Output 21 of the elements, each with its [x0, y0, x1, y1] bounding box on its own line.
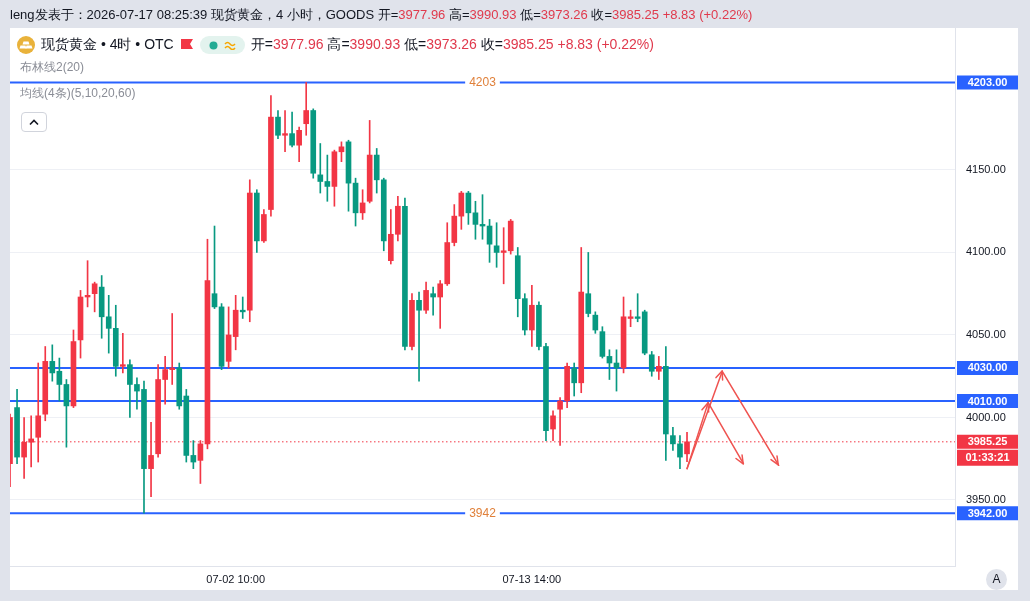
y-tick-label: 4100.00: [966, 245, 1006, 258]
y-tick-label: 4000.00: [966, 410, 1006, 423]
annotation: 4203: [469, 75, 497, 90]
annotation: 布林线2(20): [20, 60, 85, 74]
ref-line-label: 4010.00: [967, 394, 1008, 407]
text: 现货黄金 • 4时 • OTC: [41, 36, 174, 54]
x-tick-label: 07-13 14:00: [502, 572, 562, 585]
annotation: 3942: [469, 506, 497, 520]
x-tick-label: 07-02 10:00: [206, 572, 266, 585]
text: leng发表于：2026-07-17 08:25:39 现货黄金，4 小时，GOODS: [10, 7, 375, 22]
ref-line-label: 4030.00: [967, 361, 1008, 374]
y-tick-label: 4050.00: [966, 327, 1006, 340]
ref-line-label: 3985.25: [967, 435, 1008, 448]
y-tick-label: 3950.00: [966, 493, 1006, 506]
text: 开=3977.96 高=3990.93 低=3973.26 收=3985.25 +8.83 (+0.22%): [377, 7, 753, 22]
text: 01:33:21: [965, 451, 1010, 464]
ref-line-label: 3942.00: [967, 506, 1008, 519]
annotation: 均线(4条)(5,10,20,60): [20, 86, 136, 100]
text: 开=3977.96 高=3990.93 低=3973.26 收=3985.25 +8.83 (+0.22%): [250, 36, 654, 52]
ref-line-label: 4203.00: [967, 75, 1008, 88]
y-tick-label: 4150.00: [966, 162, 1006, 175]
